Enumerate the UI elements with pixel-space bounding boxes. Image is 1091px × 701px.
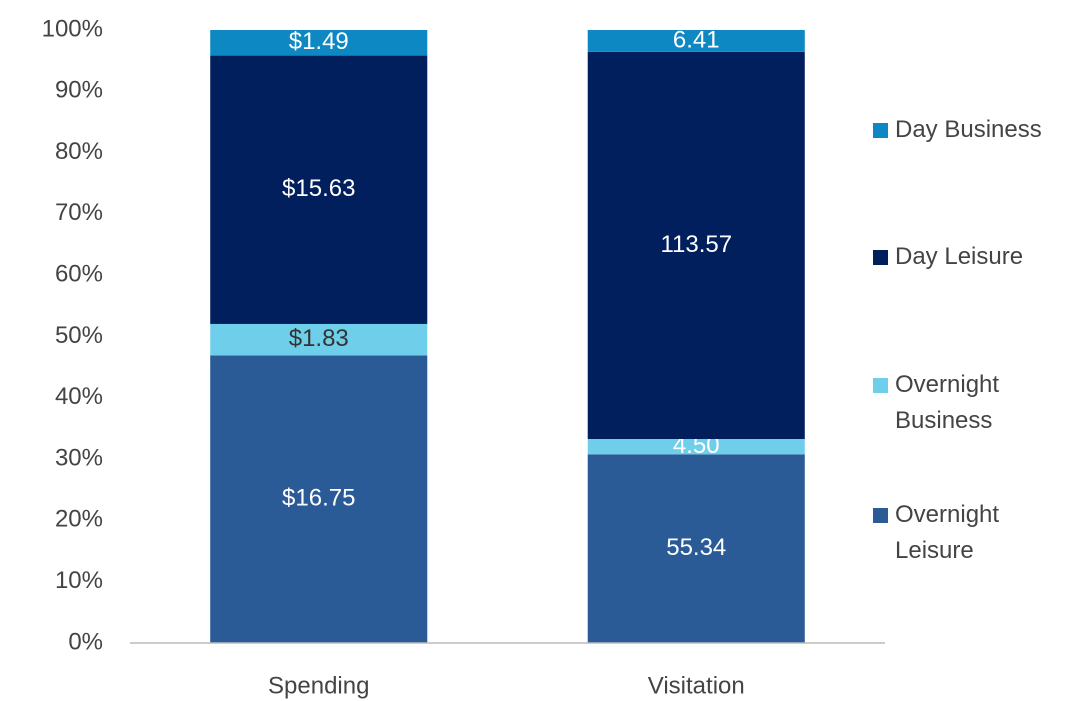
legend-swatch (873, 508, 888, 523)
x-tick-label: Visitation (648, 672, 745, 699)
legend-item: Overnight Leisure (873, 497, 1083, 569)
y-tick-label: 40% (55, 383, 103, 410)
legend-label: Day Business (895, 116, 1042, 143)
legend-swatch (873, 250, 888, 265)
y-tick-label: 10% (55, 567, 103, 594)
y-tick-label: 90% (55, 77, 103, 104)
value-label: $1.83 (289, 325, 349, 352)
bar-segment (587, 439, 805, 455)
bar-segment (210, 55, 428, 324)
value-label: $16.75 (282, 485, 355, 512)
value-label: 6.41 (673, 26, 720, 53)
y-tick-label: 20% (55, 506, 103, 533)
bar-segment (587, 30, 805, 52)
legend-item: Day Business (873, 112, 1083, 148)
bar-segment (587, 454, 805, 643)
value-label: $1.49 (289, 28, 349, 55)
value-label: $15.63 (282, 175, 355, 202)
legend-label: Overnight Business (895, 371, 1000, 434)
value-label: 55.34 (666, 534, 726, 561)
legend-swatch (873, 123, 888, 138)
legend-swatch (873, 378, 888, 393)
bar-segment (210, 355, 428, 643)
legend-label: Day Leisure (895, 243, 1024, 270)
legend-label: Overnight Leisure (895, 501, 1000, 564)
legend-item: Overnight Business (873, 367, 1083, 439)
value-label: 113.57 (660, 231, 732, 258)
y-tick-label: 60% (55, 261, 103, 288)
bar-segment (210, 30, 428, 56)
y-tick-label: 30% (55, 444, 103, 471)
bar-segment (210, 323, 428, 356)
legend-item: Day Leisure (873, 239, 1083, 275)
y-tick-label: 80% (55, 138, 103, 165)
y-tick-label: 50% (55, 322, 103, 349)
bar-segment (587, 51, 805, 440)
y-tick-label: 0% (68, 628, 103, 655)
y-tick-label: 70% (55, 199, 103, 226)
x-tick-label: Spending (268, 672, 369, 699)
y-tick-label: 100% (42, 15, 103, 42)
